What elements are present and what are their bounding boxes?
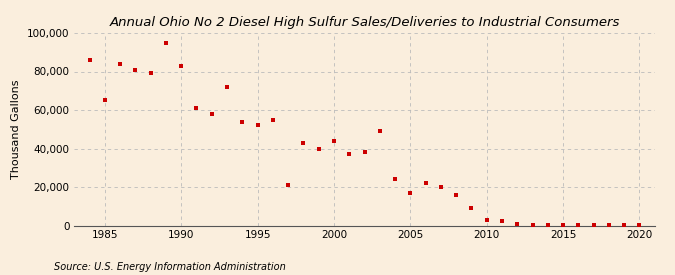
Point <box>283 183 294 187</box>
Point <box>497 218 508 223</box>
Point <box>451 192 462 197</box>
Text: Source: U.S. Energy Information Administration: Source: U.S. Energy Information Administ… <box>54 262 286 272</box>
Point <box>191 106 202 110</box>
Point <box>130 67 141 72</box>
Point <box>115 62 126 66</box>
Point <box>298 141 308 145</box>
Y-axis label: Thousand Gallons: Thousand Gallons <box>11 79 22 179</box>
Point <box>619 222 630 227</box>
Point <box>527 222 538 227</box>
Point <box>405 191 416 195</box>
Point <box>481 218 492 222</box>
Point <box>237 119 248 124</box>
Point <box>267 117 278 122</box>
Point <box>634 223 645 227</box>
Point <box>359 150 370 155</box>
Point <box>313 146 324 151</box>
Point <box>252 123 263 128</box>
Point <box>573 222 584 227</box>
Point <box>421 181 431 185</box>
Point <box>466 206 477 210</box>
Point <box>344 152 354 156</box>
Point <box>329 139 340 143</box>
Point <box>161 40 171 45</box>
Point <box>207 112 217 116</box>
Point <box>512 221 522 226</box>
Point <box>558 222 568 227</box>
Point <box>84 58 95 62</box>
Title: Annual Ohio No 2 Diesel High Sulfur Sales/Deliveries to Industrial Consumers: Annual Ohio No 2 Diesel High Sulfur Sale… <box>109 16 620 29</box>
Point <box>435 185 446 189</box>
Point <box>99 98 110 103</box>
Point <box>145 71 156 76</box>
Point <box>543 222 554 227</box>
Point <box>389 177 400 182</box>
Point <box>603 222 614 227</box>
Point <box>375 129 385 133</box>
Point <box>176 64 186 68</box>
Point <box>588 222 599 227</box>
Point <box>221 85 232 89</box>
